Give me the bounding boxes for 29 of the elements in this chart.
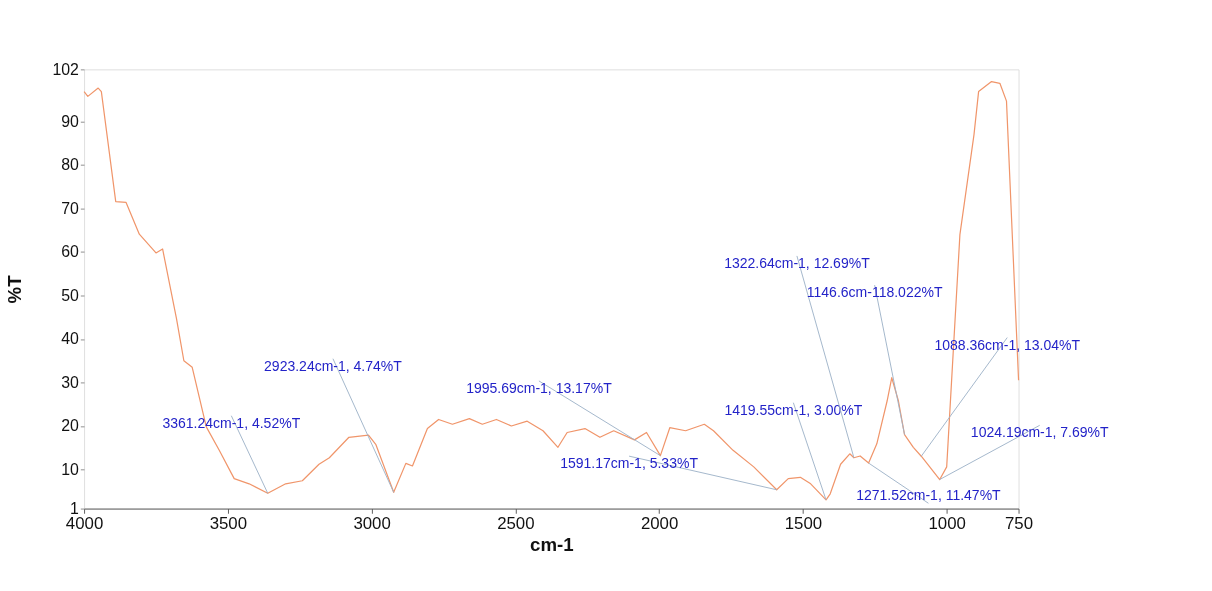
y-tick-label: 20 [61, 417, 80, 435]
y-tick-label: 50 [61, 286, 80, 304]
x-tick-label: 1000 [928, 513, 966, 533]
y-tick-label: 80 [61, 156, 80, 174]
x-tick-label: 750 [1005, 513, 1034, 533]
x-tick-label: 2000 [640, 513, 679, 533]
annotation: 1419.55cm-1, 3.00%T [724, 401, 863, 418]
y-axis-title: %T [3, 274, 25, 304]
x-tick-label: 2500 [497, 513, 535, 533]
annotation: 2923.24cm-1, 4.74%T [264, 357, 403, 374]
x-tick-label: 3500 [209, 513, 248, 533]
y-tick-label: 70 [61, 199, 80, 217]
annotation: 1271.52cm-1, 11.47%T [856, 487, 1002, 504]
y-tick-label: 60 [61, 243, 80, 261]
y-tick-label: 90 [61, 112, 80, 130]
annotation: 1024.19cm-1, 7.69%T [970, 424, 1110, 441]
annotation: 1146.6cm-118.022%T [806, 284, 943, 301]
y-tick-label: 40 [61, 330, 80, 348]
y-tick-label: 102 [52, 60, 80, 78]
y-tick-label: 10 [61, 460, 80, 478]
annotation: 1322.64cm-1, 12.69%T [724, 255, 871, 272]
annotation: 3361.24cm-1, 4.52%T [162, 414, 301, 431]
annotation: 1995.69cm-1, 13.17%T [466, 380, 613, 397]
annotation: 1088.36cm-1, 13.04%T [934, 336, 1081, 353]
x-axis-title: cm-1 [530, 534, 574, 556]
x-tick-label: 3000 [353, 513, 391, 533]
x-tick-label: 1500 [784, 513, 823, 533]
annotation: 1591.17cm-1, 5.33%T [560, 455, 699, 472]
y-tick-label: 30 [61, 373, 80, 391]
